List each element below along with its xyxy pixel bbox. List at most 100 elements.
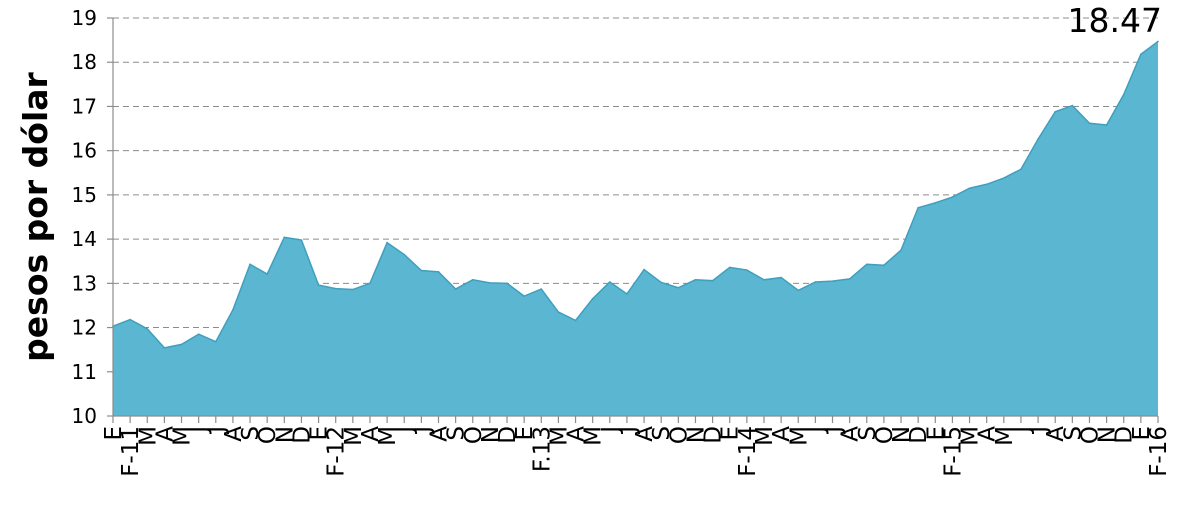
x-tick-label: M <box>546 426 572 446</box>
data-point <box>591 298 594 300</box>
data-point <box>814 281 817 283</box>
x-tick-label: M <box>170 426 196 446</box>
data-point <box>454 288 457 290</box>
x-tick-label: J <box>803 426 829 435</box>
data-point <box>746 269 748 271</box>
y-tick-labels: 10 11 12 13 14 15 16 17 18 19 <box>72 6 97 428</box>
x-tick-label: N <box>683 426 709 443</box>
y-tick-label: 19 <box>72 6 97 30</box>
y-tick-label: 13 <box>72 271 97 295</box>
data-point <box>300 239 303 241</box>
x-tick-label: A <box>1043 426 1069 442</box>
x-tick-label: E <box>923 426 949 441</box>
x-tick-label: A <box>632 426 658 442</box>
x-tick-label: F-11 <box>118 426 144 477</box>
x-tick-label: J <box>409 426 435 435</box>
data-point <box>334 287 337 290</box>
x-tick-label: J <box>187 426 213 435</box>
x-tick-label: J <box>1009 426 1035 435</box>
data-point <box>317 284 320 286</box>
data-point <box>523 295 525 297</box>
x-tick-label: M <box>375 426 401 446</box>
data-point <box>763 279 765 281</box>
data-point <box>1037 138 1039 140</box>
data-point <box>369 282 371 285</box>
x-tick-label: D <box>701 426 727 444</box>
data-point <box>197 333 200 335</box>
x-tick-label: S <box>238 426 264 441</box>
x-tick-label: O <box>461 426 487 444</box>
last-value-label: 18.47 <box>1068 1 1162 40</box>
data-point <box>403 253 406 256</box>
x-tick-label: M <box>752 426 778 446</box>
x-tick-label: A <box>838 426 864 442</box>
data-point <box>694 279 697 281</box>
x-tick-label: E <box>1129 426 1155 441</box>
data-point <box>934 202 937 204</box>
x-tick-label: F-14 <box>735 426 761 477</box>
y-tick-label: 16 <box>72 139 97 163</box>
x-tick-label: E <box>307 426 333 441</box>
area-line <box>112 40 1159 349</box>
x-tick-label: E <box>718 426 744 441</box>
data-point <box>266 273 268 275</box>
x-tick-label: D <box>289 426 315 444</box>
x-tick-label: J <box>598 426 624 435</box>
x-tick-label: M <box>786 426 812 446</box>
data-point <box>129 318 131 321</box>
data-point <box>1003 177 1005 179</box>
x-tick-label: J <box>615 426 641 435</box>
data-point <box>1157 40 1159 43</box>
data-point <box>728 266 731 269</box>
y-tick-label: 10 <box>72 404 97 428</box>
y-tick-label: 14 <box>72 227 97 251</box>
data-point <box>780 276 782 279</box>
data-point <box>865 263 868 266</box>
x-tick-label: O <box>1077 426 1103 444</box>
data-point <box>643 268 645 271</box>
x-tick-label: D <box>906 426 932 444</box>
x-tick-label: D <box>495 426 521 444</box>
x-tick-label: F-16 <box>1146 426 1172 477</box>
x-tick-label: N <box>272 426 298 443</box>
x-tick-label: N <box>1095 426 1121 443</box>
x-tick-label: M <box>581 426 607 446</box>
x-tick-label: J <box>821 426 847 435</box>
x-tick-label: A <box>152 426 178 442</box>
data-point <box>214 340 217 343</box>
data-point <box>574 319 577 322</box>
x-tick-label: J <box>204 426 230 435</box>
data-point <box>660 281 662 284</box>
data-point <box>386 241 388 244</box>
x-tick-label: M <box>135 426 161 446</box>
data-point <box>506 282 508 285</box>
x-tick-label: M <box>992 426 1018 446</box>
x-tick-label: M <box>958 426 984 446</box>
x-tick-labels: EF-11MAMJJASONDEF-12MAMJJASONDEF.13MAMJJ… <box>101 426 1172 477</box>
data-point <box>968 187 971 190</box>
x-tick-label: A <box>358 426 384 442</box>
x-tick-label: O <box>255 426 281 444</box>
data-point <box>249 263 251 266</box>
data-point <box>951 196 954 198</box>
x-tick-label: M <box>341 426 367 446</box>
data-point <box>232 309 234 311</box>
y-tick-label: 15 <box>72 183 97 207</box>
data-point <box>831 280 834 282</box>
x-tick-label: J <box>1026 426 1052 435</box>
x-tick-label: S <box>444 426 470 441</box>
data-point <box>1105 124 1108 126</box>
data-point <box>352 288 354 291</box>
x-tick-label: S <box>1060 426 1086 441</box>
data-point <box>540 288 543 290</box>
x-tick-label: F-12 <box>324 426 350 477</box>
data-point <box>471 279 474 281</box>
y-tick-label: 18 <box>72 50 97 74</box>
data-point <box>985 183 988 186</box>
data-point <box>848 278 851 280</box>
area-fill <box>113 41 1158 416</box>
data-point <box>677 286 680 289</box>
x-tick-label: E <box>512 426 538 441</box>
x-tick-label: A <box>426 426 452 442</box>
